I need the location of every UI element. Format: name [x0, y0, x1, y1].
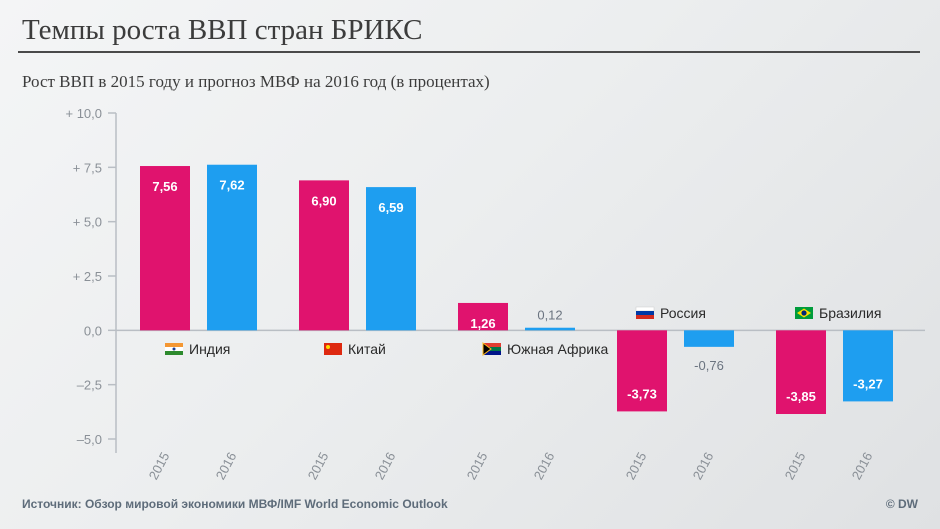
dw-credit: © DW	[885, 497, 918, 511]
brazil-flag	[801, 310, 807, 316]
x-tick-year-label: 2015	[623, 450, 650, 483]
x-tick-year-label: 2016	[213, 450, 240, 483]
bar-value-label: -3,73	[627, 386, 657, 401]
y-tick-label: + 5,0	[73, 215, 102, 230]
india-flag	[165, 351, 183, 355]
x-tick-year-label: 2016	[531, 450, 558, 483]
bar-value-label: 1,26	[470, 316, 495, 331]
bar-value-label: -0,76	[694, 358, 724, 373]
bar-2015	[299, 180, 349, 331]
x-tick-year-label: 2015	[464, 450, 491, 483]
category-label: Индия	[189, 341, 230, 357]
bar-2015	[140, 166, 190, 331]
y-tick-label: + 10,0	[65, 106, 102, 121]
south-africa-flag	[483, 349, 501, 355]
bar-2016	[684, 330, 734, 347]
bar-value-label: -3,85	[786, 389, 816, 404]
x-tick-year-label: 2016	[690, 450, 717, 483]
bar-chart: + 10,0 + 7,5 + 5,0 + 2,5 0,0 –2,5 –5,0 7,56 2015…	[65, 106, 925, 483]
y-tick-label: 0,0	[84, 323, 102, 338]
bar-2015	[458, 302, 508, 331]
bar-2015	[776, 330, 826, 415]
china-flag	[324, 343, 342, 355]
category-label: Бразилия	[819, 305, 881, 321]
x-tick-year-label: 2016	[372, 450, 399, 483]
south-africa-flag	[483, 343, 501, 349]
russia-flag	[635, 306, 655, 312]
bar-value-label: 0,12	[537, 308, 562, 323]
bar-2016	[525, 327, 575, 331]
india-flag	[165, 343, 183, 347]
south-africa-flag	[482, 342, 492, 356]
title-divider	[18, 51, 920, 53]
category-label: Южная Африка	[507, 341, 609, 357]
source-note: Источник: Обзор мировой экономики МВФ/IM…	[22, 497, 448, 511]
bar-value-label: 6,90	[311, 193, 336, 208]
y-tick-label: –5,0	[77, 432, 102, 447]
china-flag	[326, 345, 330, 349]
x-tick-year-label: 2015	[782, 450, 809, 483]
bar-2016	[366, 187, 416, 331]
x-tick-year-label: 2016	[849, 450, 876, 483]
chart-title: Темпы роста ВВП стран БРИКС	[22, 14, 423, 46]
bar-2015	[617, 330, 667, 412]
russia-flag	[636, 311, 654, 315]
y-tick-label: –2,5	[77, 378, 102, 393]
x-tick-year-label: 2015	[146, 450, 173, 483]
chart-subtitle: Рост ВВП в 2015 году и прогноз МВФ на 20…	[22, 72, 490, 91]
y-tick-label: + 2,5	[73, 269, 102, 284]
bar-value-label: -3,27	[853, 376, 883, 391]
bar-2016	[843, 330, 893, 402]
bar-value-label: 7,62	[219, 178, 244, 193]
bar-value-label: 7,56	[152, 179, 177, 194]
y-tick-label: + 7,5	[73, 160, 102, 175]
india-flag	[172, 347, 176, 351]
bar-value-label: 6,59	[378, 200, 403, 215]
south-africa-flag	[483, 347, 501, 351]
category-label: Китай	[348, 341, 386, 357]
russia-flag	[636, 315, 654, 319]
category-label: Россия	[660, 305, 706, 321]
x-tick-year-label: 2015	[305, 450, 332, 483]
bar-2016	[207, 164, 257, 331]
